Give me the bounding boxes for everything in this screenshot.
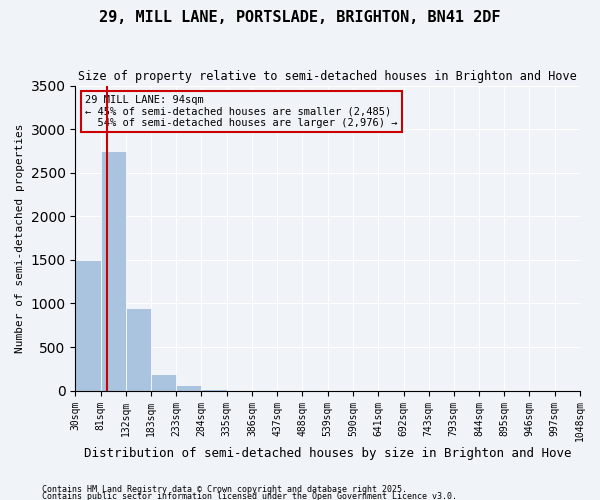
Text: 29, MILL LANE, PORTSLADE, BRIGHTON, BN41 2DF: 29, MILL LANE, PORTSLADE, BRIGHTON, BN41… xyxy=(99,10,501,25)
Title: Size of property relative to semi-detached houses in Brighton and Hove: Size of property relative to semi-detach… xyxy=(79,70,577,83)
Y-axis label: Number of semi-detached properties: Number of semi-detached properties xyxy=(15,124,25,353)
Text: Contains public sector information licensed under the Open Government Licence v3: Contains public sector information licen… xyxy=(42,492,457,500)
Bar xyxy=(151,374,176,390)
Text: 29 MILL LANE: 94sqm
← 45% of semi-detached houses are smaller (2,485)
  54% of s: 29 MILL LANE: 94sqm ← 45% of semi-detach… xyxy=(85,94,398,128)
Bar xyxy=(126,308,151,390)
Bar xyxy=(76,260,101,390)
Bar xyxy=(101,151,126,390)
X-axis label: Distribution of semi-detached houses by size in Brighton and Hove: Distribution of semi-detached houses by … xyxy=(84,447,571,460)
Bar xyxy=(202,389,227,390)
Text: Contains HM Land Registry data © Crown copyright and database right 2025.: Contains HM Land Registry data © Crown c… xyxy=(42,486,407,494)
Bar xyxy=(176,386,202,390)
